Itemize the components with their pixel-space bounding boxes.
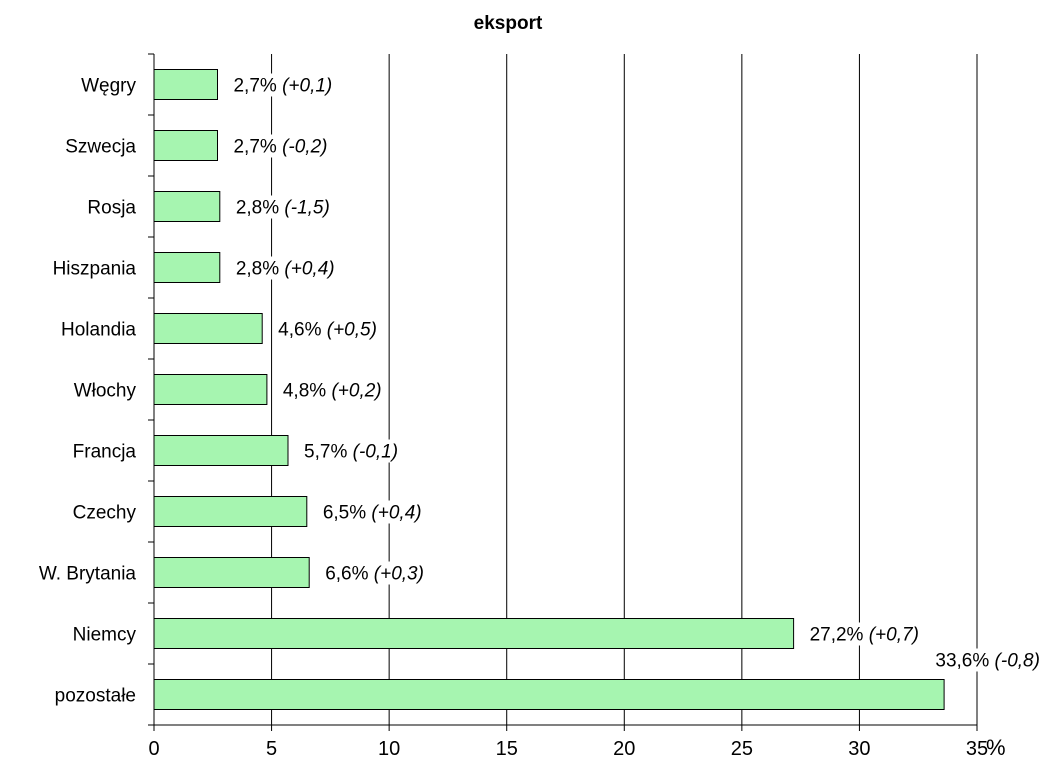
bars — [153, 69, 945, 710]
data-label-background — [319, 500, 425, 524]
x-tick-label: 15 — [496, 738, 518, 760]
category-label: Holandia — [61, 320, 136, 341]
change-label: (-0,2) — [282, 137, 327, 158]
category-label: Niemcy — [73, 625, 137, 646]
data-label-background — [275, 317, 380, 341]
x-tick-label: 10 — [378, 738, 400, 760]
data-label: 2,7% (-0,2) — [233, 137, 327, 158]
axes — [148, 53, 978, 731]
category-label: Rosja — [87, 198, 136, 219]
change-label: (+0,7) — [869, 625, 919, 646]
data-label: 6,5% (+0,4) — [323, 503, 422, 524]
labels: 0 5 10 15 20 25 30 35% Węgry Szwecja Rosja Hiszpani… — [39, 73, 1043, 760]
value-label: 33,6% — [935, 651, 994, 672]
x-tick-label: 30 — [848, 738, 870, 760]
data-label-background — [230, 73, 336, 97]
category-label: pozostałe — [55, 686, 136, 707]
change-label: (+0,4) — [371, 503, 421, 524]
x-tick-label: 5 — [266, 738, 277, 760]
change-label: (+0,2) — [331, 381, 381, 402]
value-label: 27,2% — [810, 625, 869, 646]
data-label: 4,8% (+0,2) — [283, 381, 382, 402]
bar — [153, 679, 945, 710]
x-axis-unit: % — [986, 735, 1006, 760]
data-label: 2,8% (-1,5) — [236, 198, 330, 219]
category-label: Francja — [73, 442, 137, 463]
change-label: (+0,5) — [327, 320, 377, 341]
data-label-background — [322, 561, 427, 585]
category-label: Czechy — [73, 503, 137, 524]
category-label: Hiszpania — [53, 259, 137, 280]
value-label: 5,7% — [304, 442, 353, 463]
change-label: (+0,4) — [284, 259, 334, 280]
bar — [153, 191, 221, 222]
data-label: 5,7% (-0,1) — [304, 442, 398, 463]
chart-title: eksport — [474, 13, 543, 34]
data-label-background — [806, 622, 922, 646]
grid-lines — [271, 54, 978, 725]
change-label: (+0,3) — [374, 564, 424, 585]
data-label-background — [232, 256, 338, 280]
data-label-background — [232, 195, 333, 219]
data-label: 6,6% (+0,3) — [325, 564, 424, 585]
bar — [153, 130, 218, 161]
bar — [153, 435, 289, 466]
bar — [153, 252, 221, 283]
x-tick-label: 25 — [731, 738, 753, 760]
data-label: 33,6% (-0,8) — [935, 651, 1040, 672]
change-label: (-0,8) — [995, 651, 1040, 672]
x-tick-label: 20 — [613, 738, 635, 760]
value-label: 2,7% — [233, 137, 282, 158]
value-label: 2,8% — [236, 198, 285, 219]
change-label: (-0,1) — [353, 442, 398, 463]
bar — [153, 69, 218, 100]
bar — [153, 557, 310, 588]
x-tick-label: 35 — [966, 738, 988, 760]
bar — [153, 496, 308, 527]
change-label: (-1,5) — [284, 198, 329, 219]
change-label: (+0,1) — [282, 76, 332, 97]
value-label: 2,7% — [233, 76, 282, 97]
value-label: 6,5% — [323, 503, 372, 524]
bar — [153, 374, 268, 405]
bar — [153, 313, 263, 344]
data-label-background — [230, 134, 331, 158]
data-label-background — [279, 378, 385, 402]
category-label: Szwecja — [65, 137, 136, 158]
data-label: 4,6% (+0,5) — [278, 320, 377, 341]
value-label: 6,6% — [325, 564, 374, 585]
data-label-background — [301, 439, 402, 463]
x-tick-label: 0 — [148, 738, 159, 760]
data-label: 27,2% (+0,7) — [810, 625, 919, 646]
value-label: 2,8% — [236, 259, 285, 280]
data-label-background — [932, 648, 1043, 672]
bar — [153, 618, 795, 649]
category-label: W. Brytania — [39, 564, 137, 585]
category-label: Włochy — [74, 381, 137, 402]
value-label: 4,8% — [283, 381, 332, 402]
data-label: 2,8% (+0,4) — [236, 259, 335, 280]
data-label: 2,7% (+0,1) — [233, 76, 332, 97]
category-label: Węgry — [81, 76, 136, 97]
value-label: 4,6% — [278, 320, 327, 341]
